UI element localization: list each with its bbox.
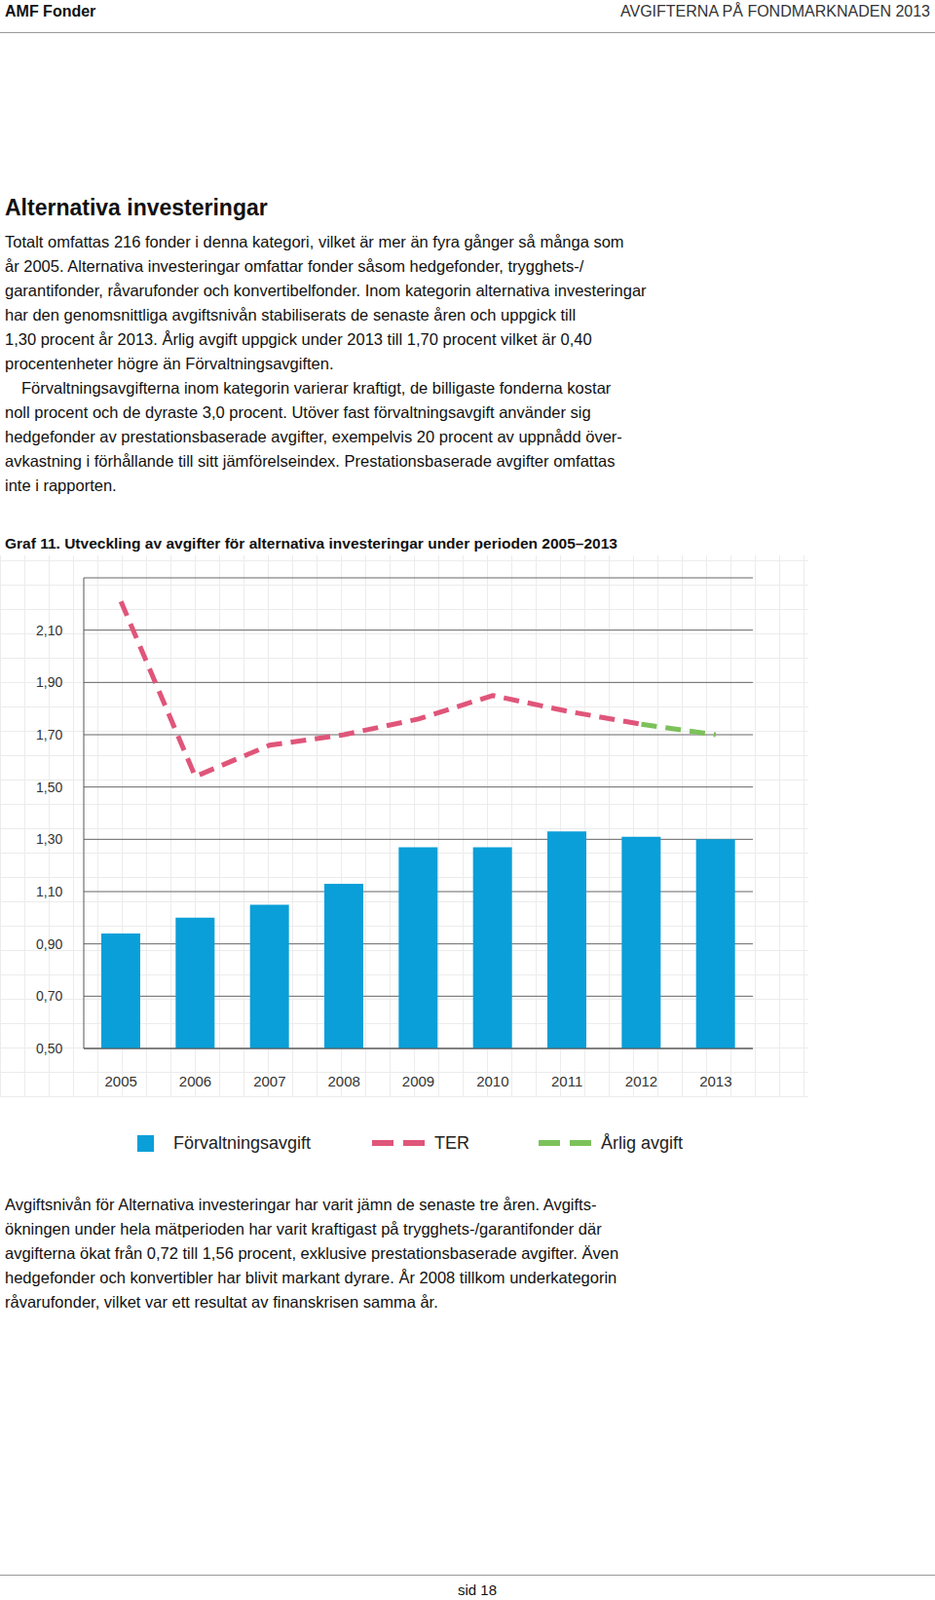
svg-text:2008: 2008 [327, 1072, 360, 1089]
svg-text:2011: 2011 [551, 1072, 583, 1089]
svg-text:1,10: 1,10 [36, 883, 63, 899]
html-text:inte i rapporten.: inte i rapporten. [4, 476, 117, 494]
html-text:Årlig avgift: Årlig avgift [600, 1132, 683, 1152]
html-text:hedgefonder och konvertibler h: hedgefonder och konvertibler har blivit … [4, 1268, 617, 1286]
svg-text:2005: 2005 [104, 1072, 137, 1089]
svg-text:0,70: 0,70 [36, 987, 63, 1004]
html-text:råvarufonder, vilket var ett r: råvarufonder, vilket var ett resultat av… [4, 1292, 439, 1310]
html-text:Graf 11. Utveckling av avgifte: Graf 11. Utveckling av avgifter för alte… [4, 534, 618, 552]
html-text:procentenheter högre än Förval: procentenheter högre än Förvaltningsavgi… [4, 354, 334, 373]
svg-text:2006: 2006 [179, 1072, 212, 1089]
html-text:ökningen under hela mätperiode: ökningen under hela mätperioden har vari… [4, 1219, 602, 1237]
svg-text:2012: 2012 [625, 1072, 658, 1089]
html-text:Avgiftsnivån för Alternativa i: Avgiftsnivån för Alternativa investering… [4, 1195, 597, 1213]
svg-text:2009: 2009 [402, 1072, 435, 1089]
html-text:har den genomsnittliga avgifts: har den genomsnittliga avgiftsnivån stab… [4, 305, 576, 324]
html-text:AVGIFTERNA PÅ FONDMARKNADEN 20: AVGIFTERNA PÅ FONDMARKNADEN 2013 [620, 2, 931, 20]
html-text:Förvaltningsavgifterna inom ka: Förvaltningsavgifterna inom kategorin va… [21, 378, 611, 397]
html-text:noll procent och de dyraste 3,: noll procent och de dyraste 3,0 procent.… [4, 403, 591, 421]
html-text:TER: TER [434, 1132, 470, 1152]
html-text:AMF Fonder: AMF Fonder [4, 2, 96, 20]
svg-text:2010: 2010 [476, 1072, 509, 1089]
html-text:garantifonder, råvarufonder oc: garantifonder, råvarufonder och konverti… [4, 281, 647, 300]
html-text:Förvaltningsavgift: Förvaltningsavgift [173, 1132, 311, 1152]
html-text:Alternativa investeringar: Alternativa investeringar [4, 194, 268, 221]
html-text:1,30 procent år 2013. Årlig av: 1,30 procent år 2013. Årlig avgift uppgi… [4, 330, 592, 348]
html-text:sid 18: sid 18 [457, 1580, 497, 1598]
html-text:Totalt omfattas 216 fonder i d: Totalt omfattas 216 fonder i denna kateg… [4, 232, 624, 251]
svg-text:2007: 2007 [253, 1072, 286, 1089]
svg-text:1,90: 1,90 [36, 673, 63, 690]
svg-text:2,10: 2,10 [36, 622, 63, 638]
svg-text:0,90: 0,90 [36, 935, 63, 952]
html-text:avgifterna ökat från 0,72 till: avgifterna ökat från 0,72 till 1,56 proc… [4, 1243, 619, 1262]
svg-text:0,50: 0,50 [36, 1040, 63, 1056]
html-text:år 2005. Alternativa investeri: år 2005. Alternativa investeringar omfat… [4, 257, 584, 275]
svg-text:2013: 2013 [699, 1072, 732, 1089]
html-text:hedgefonder av prestationsbase: hedgefonder av prestationsbaserade avgif… [4, 427, 623, 446]
svg-text:1,50: 1,50 [36, 779, 63, 795]
html-text:avkastning i förhållande till: avkastning i förhållande till sitt jämfö… [4, 451, 615, 470]
svg-text:1,30: 1,30 [36, 830, 63, 847]
svg-text:1,70: 1,70 [36, 726, 63, 743]
